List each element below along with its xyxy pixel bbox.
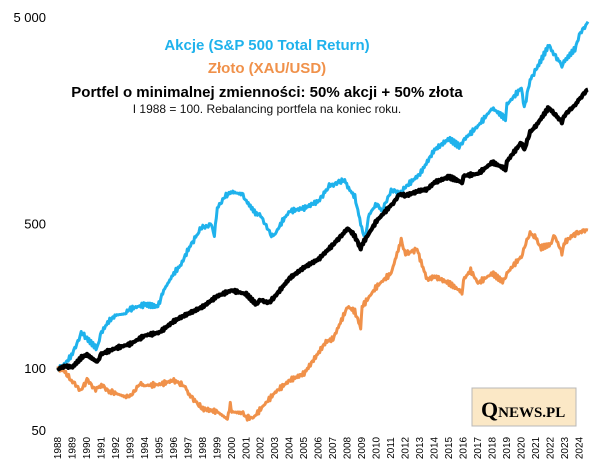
logo-q: Q: [481, 397, 498, 422]
x-tick-label-27: 2015: [444, 436, 455, 459]
y-tick-label-2: 500: [24, 217, 46, 232]
series-line-0: [56, 20, 590, 373]
logo-box: [471, 387, 577, 427]
x-tick-label-6: 1994: [140, 436, 151, 459]
x-tick-label-10: 1998: [198, 436, 209, 459]
x-tick-label-25: 2013: [415, 436, 426, 459]
x-tick-label-3: 1991: [96, 436, 107, 459]
x-tick-label-21: 2009: [357, 436, 368, 459]
x-tick-label-34: 2022: [545, 436, 556, 459]
x-tick-label-26: 2014: [430, 436, 441, 459]
x-tick-label-2: 1990: [82, 436, 93, 459]
x-tick-label-11: 1999: [212, 436, 223, 459]
legend-gold: Złoto (XAU/USD): [208, 60, 326, 77]
x-tick-label-7: 1995: [154, 436, 165, 459]
x-tick-label-23: 2011: [386, 437, 397, 459]
y-tick-label-3: 5 000: [13, 10, 46, 25]
x-tick-label-12: 2000: [227, 436, 238, 459]
x-tick-label-33: 2021: [531, 436, 542, 459]
x-tick-label-13: 2001: [241, 436, 252, 459]
series-line-1: [56, 228, 589, 422]
legend-stocks: Akcje (S&P 500 Total Return): [164, 37, 369, 54]
x-tick-label-0: 1988: [53, 436, 64, 459]
x-tick-label-35: 2023: [560, 436, 571, 459]
x-tick-label-19: 2007: [328, 436, 339, 459]
x-tick-label-36: 2024: [574, 436, 585, 459]
x-tick-label-4: 1992: [111, 436, 122, 459]
x-tick-label-29: 2017: [473, 436, 484, 459]
qnews-logo: QNEWS.PL: [471, 387, 577, 427]
x-tick-label-32: 2020: [516, 436, 527, 459]
x-tick-label-24: 2012: [401, 436, 412, 459]
x-tick-label-17: 2005: [299, 436, 310, 459]
x-tick-label-8: 1996: [169, 436, 180, 459]
x-tick-label-5: 1993: [125, 436, 136, 459]
series-line-2: [56, 87, 589, 372]
y-tick-label-1: 100: [24, 361, 46, 376]
legend-portfolio: Portfel o minimalnej zmienności: 50% akc…: [71, 84, 463, 101]
x-tick-label-16: 2004: [285, 436, 296, 459]
x-tick-label-9: 1997: [183, 436, 194, 459]
x-tick-label-15: 2003: [270, 436, 281, 459]
x-tick-label-31: 2019: [502, 436, 513, 459]
x-tick-label-1: 1989: [67, 436, 78, 459]
series-lines: [56, 20, 590, 422]
chart-note: I 1988 = 100. Rebalancing portfela na ko…: [133, 102, 402, 116]
x-tick-label-22: 2010: [372, 436, 383, 459]
logo-text: QNEWS.PL: [481, 397, 565, 422]
y-axis-ticks: 50 100 500 5 000: [13, 10, 46, 438]
x-axis-ticks: 1988 1989 1990 1991 1992 1993 1994 1995 1996 1997…: [53, 436, 585, 459]
logo-rest: NEWS.PL: [498, 405, 565, 421]
x-tick-label-20: 2008: [343, 436, 354, 459]
x-tick-label-14: 2002: [256, 436, 267, 459]
y-tick-label-0: 50: [32, 423, 46, 438]
x-tick-label-30: 2018: [487, 436, 498, 459]
x-tick-label-28: 2016: [458, 436, 469, 459]
x-tick-label-18: 2006: [314, 436, 325, 459]
